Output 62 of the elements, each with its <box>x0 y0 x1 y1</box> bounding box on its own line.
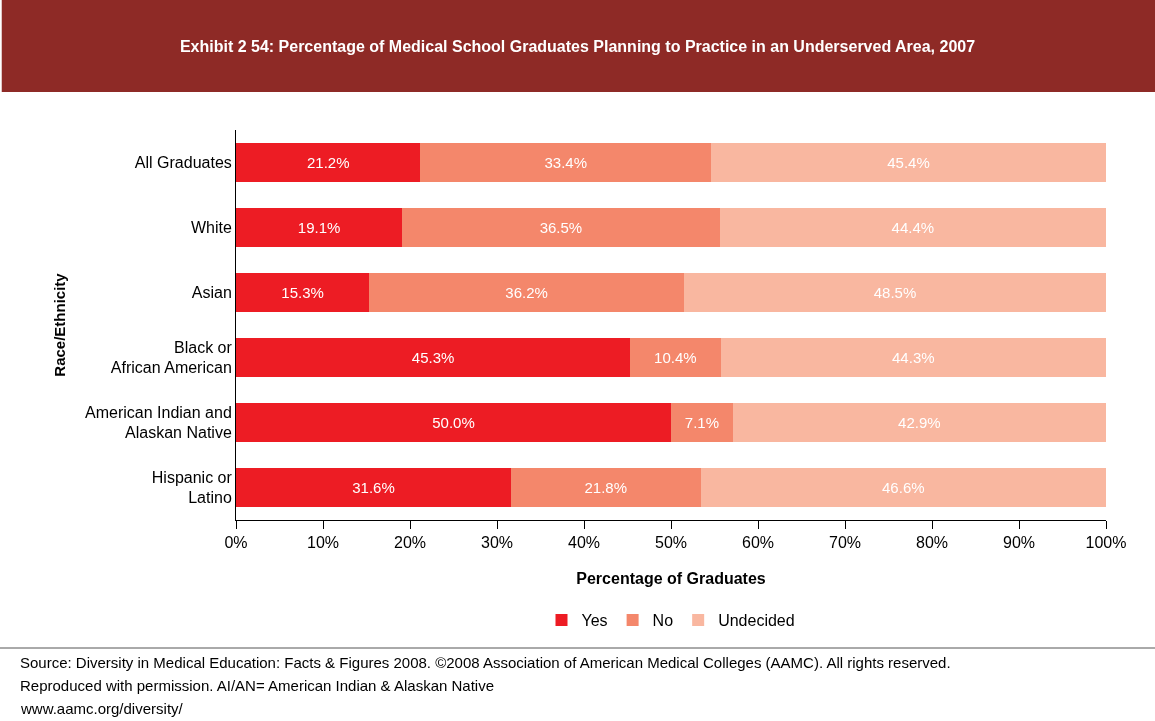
x-axis-title: Percentage of Graduates <box>576 569 766 587</box>
y-tick-label: Black or African American <box>110 338 233 377</box>
bar <box>236 468 511 507</box>
x-tick-label: 30% <box>480 534 514 552</box>
x-tick-label: 50% <box>654 534 688 552</box>
x-tick-label: 20% <box>393 534 427 552</box>
data-label: 42.9% <box>898 414 941 431</box>
bar <box>711 143 1106 182</box>
legend-label: Undecided <box>718 612 795 630</box>
bar <box>420 143 712 182</box>
data-label: 48.5% <box>873 284 917 301</box>
data-label: 21.2% <box>306 154 350 171</box>
chart-title: Exhibit 2 54: Percentage of Medical School Graduates Planning to Practice in an Underserved Area, 2007 <box>179 37 976 55</box>
x-tick-label: 10% <box>306 534 340 552</box>
bar <box>732 403 1106 442</box>
source-note: Source: Diversity in Medical Education: Facts & Figures 2008. ©2008 Association of American Medical Colleges (AAMC). All rights reserved. <box>20 654 951 671</box>
bar <box>510 468 701 507</box>
bar <box>236 208 403 247</box>
data-label: 31.6% <box>352 479 395 496</box>
x-tick-label: 60% <box>741 534 775 552</box>
data-label: 15.3% <box>281 284 324 301</box>
bar <box>402 208 720 247</box>
data-label: 46.6% <box>882 479 925 496</box>
data-label: 33.4% <box>544 154 587 171</box>
data-label: 7.1% <box>684 414 719 431</box>
y-tick-label: White <box>190 219 232 237</box>
x-tick-label: 90% <box>1002 534 1036 552</box>
x-tick-label: 0% <box>224 534 248 552</box>
y-tick-label: All Graduates <box>134 154 232 172</box>
data-label: 44.4% <box>891 219 935 236</box>
bar <box>720 338 1106 377</box>
data-label: 36.2% <box>505 284 548 301</box>
data-label: 36.5% <box>539 219 583 236</box>
x-tick-label: 100% <box>1085 534 1127 552</box>
x-tick-label: 80% <box>915 534 949 552</box>
y-tick-label: Asian <box>191 284 232 302</box>
bar <box>236 338 631 377</box>
bar <box>719 208 1106 247</box>
bar <box>684 273 1106 312</box>
text: www.aamc.org/diversity/ <box>20 700 184 717</box>
text: Reproduced with permission. AI/AN= American Indian & Alaskan Native <box>20 677 494 694</box>
data-label: 10.4% <box>654 349 697 366</box>
bar <box>369 273 685 312</box>
data-label: 45.3% <box>411 349 455 366</box>
data-label: 21.8% <box>584 479 628 496</box>
bar <box>700 468 1106 507</box>
x-tick-label: 40% <box>567 534 601 552</box>
legend-label: Yes <box>581 612 608 630</box>
legend-label: No <box>652 612 674 630</box>
bar <box>671 403 733 442</box>
bar <box>236 143 421 182</box>
data-label: 45.4% <box>887 154 930 171</box>
x-tick-label: 70% <box>828 534 862 552</box>
y-axis-title: Race/Ethnicity <box>51 272 69 377</box>
data-label: 44.3% <box>892 349 935 366</box>
data-label: 50.0% <box>432 414 475 431</box>
bar <box>236 273 370 312</box>
bar <box>630 338 721 377</box>
bar <box>236 403 671 442</box>
y-tick-label: Hispanic or Latino <box>151 468 233 507</box>
data-label: 19.1% <box>297 219 341 236</box>
y-tick-label: American Indian and Alaskan Native <box>85 403 232 442</box>
